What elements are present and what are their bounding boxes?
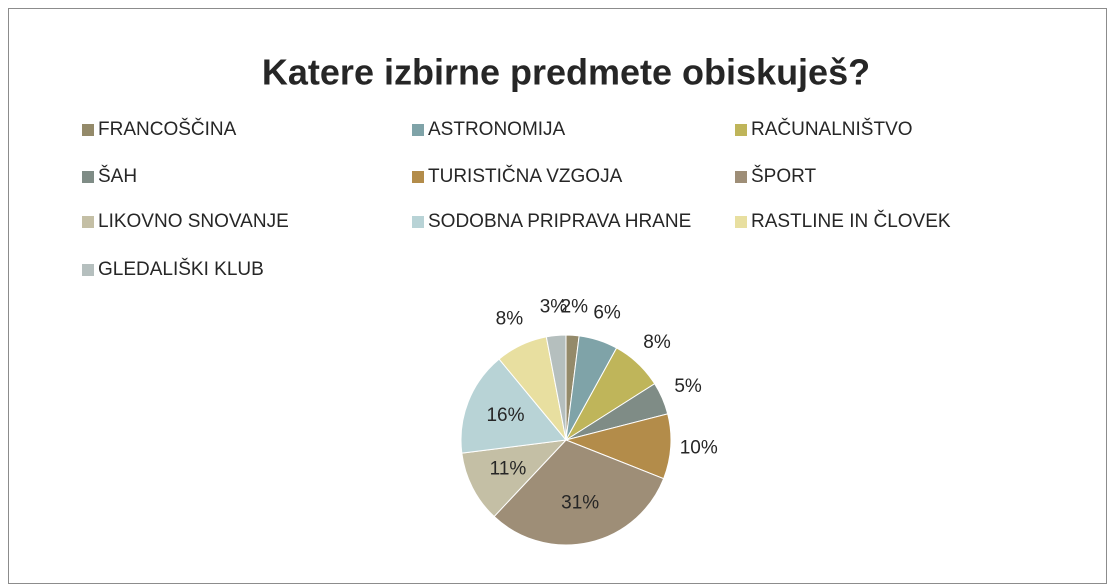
legend-label: RASTLINE IN ČLOVEK xyxy=(751,210,951,232)
data-label: 31% xyxy=(561,493,599,514)
legend-swatch xyxy=(735,216,747,228)
legend-label: SODOBNA PRIPRAVA HRANE xyxy=(428,211,691,232)
legend-swatch xyxy=(412,124,424,136)
chart-title: Katere izbirne predmete obiskuješ? xyxy=(262,52,870,93)
legend-label: RAČUNALNIŠTVO xyxy=(751,118,913,140)
legend-swatch xyxy=(82,264,94,276)
legend-swatch xyxy=(82,216,94,228)
data-label: 2% xyxy=(561,296,589,317)
legend-label: ASTRONOMIJA xyxy=(428,119,566,140)
legend-label: GLEDALIŠKI KLUB xyxy=(98,258,264,280)
pie-slice xyxy=(461,439,568,518)
legend-swatch xyxy=(412,216,424,228)
data-label: 10% xyxy=(680,437,718,458)
data-label: 8% xyxy=(496,309,524,330)
legend-label: TURISTIČNA VZGOJA xyxy=(428,165,623,187)
data-label: 8% xyxy=(643,332,671,353)
data-label: 5% xyxy=(674,376,702,397)
pie-slice xyxy=(545,334,567,441)
data-label: 11% xyxy=(490,459,527,480)
data-label: 3% xyxy=(540,297,568,318)
legend-label: FRANCOŠČINA xyxy=(98,118,237,140)
legend-swatch xyxy=(82,171,94,183)
data-label: 16% xyxy=(486,405,524,426)
legend-label: ŠPORT xyxy=(751,165,817,187)
legend-swatch xyxy=(735,124,747,136)
pie-slice xyxy=(493,439,665,546)
pie-slice xyxy=(460,358,567,454)
data-label: 6% xyxy=(593,303,621,324)
legend-swatch xyxy=(412,171,424,183)
legend-label: LIKOVNO SNOVANJE xyxy=(98,211,289,232)
legend-label: ŠAH xyxy=(98,165,137,187)
legend-swatch xyxy=(735,171,747,183)
legend-swatch xyxy=(82,124,94,136)
